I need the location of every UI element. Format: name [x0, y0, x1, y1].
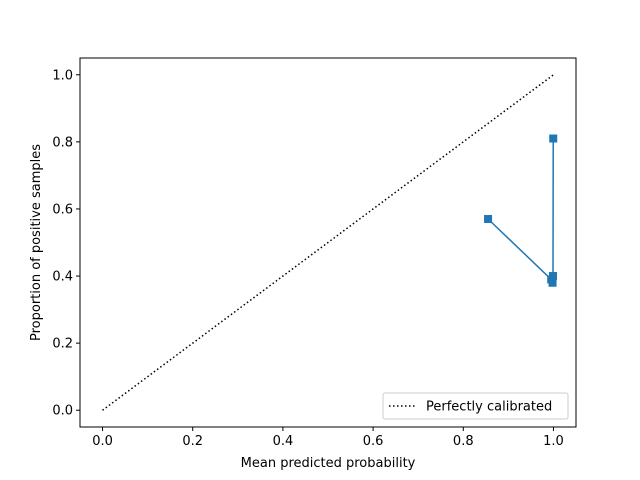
- y-axis-label: Proportion of positive samples: [29, 144, 44, 341]
- y-tick-label: 0.6: [52, 202, 73, 217]
- y-tick-label: 1.0: [52, 68, 73, 83]
- perfectly-calibrated-line: [102, 74, 554, 411]
- x-tick-label: 0.4: [273, 434, 294, 449]
- y-tick-label: 0.0: [52, 404, 73, 419]
- x-tick-label: 0.6: [363, 434, 384, 449]
- y-tick-label: 0.8: [52, 135, 73, 150]
- plot-content: [102, 74, 558, 411]
- x-tick-label: 1.0: [543, 434, 564, 449]
- data-point: [548, 278, 557, 287]
- y-axis: 0.0 0.2 0.4 0.6 0.8 1.0: [52, 68, 80, 419]
- legend: Perfectly calibrated: [382, 392, 569, 420]
- x-tick-label: 0.2: [182, 434, 203, 449]
- plot-frame: [79, 57, 577, 428]
- data-point: [484, 215, 493, 224]
- data-point: [549, 134, 558, 143]
- x-tick-label: 0.8: [453, 434, 474, 449]
- legend-box: [382, 392, 569, 420]
- data-point: [549, 272, 558, 281]
- x-tick-label: 0.0: [92, 434, 113, 449]
- x-axis: 0.0 0.2 0.4 0.6 0.8 1.0: [92, 427, 564, 449]
- x-axis-label: Mean predicted probability: [241, 456, 416, 471]
- y-tick-label: 0.4: [52, 270, 73, 285]
- legend-label-perfectly-calibrated: Perfectly calibrated: [426, 400, 552, 415]
- y-tick-label: 0.2: [52, 337, 73, 352]
